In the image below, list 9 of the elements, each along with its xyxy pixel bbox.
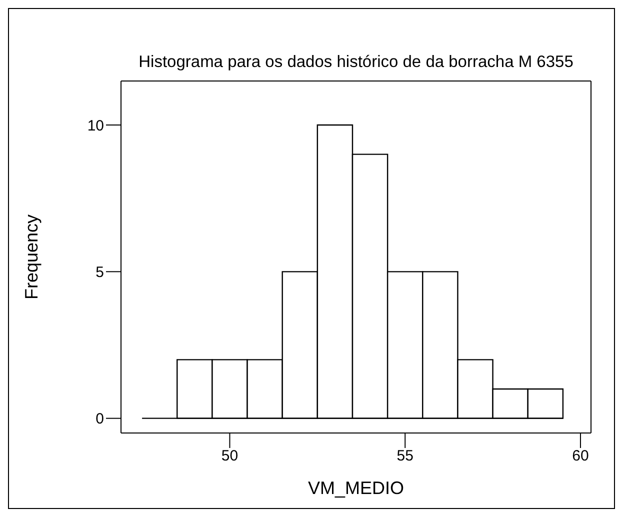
x-tick-label: 60 [572,448,589,465]
x-axis-title: VM_MEDIO [308,478,404,498]
x-tick-label: 50 [221,448,238,465]
chart-title: Histograma para os dados histórico de da borracha M 6355 [138,53,574,72]
x-tick-label: 55 [396,448,414,465]
y-tick-label: 5 [96,264,104,281]
y-tick-label: 0 [96,410,104,428]
y-tick-label: 10 [87,117,104,134]
y-axis-title: Frequency [21,214,42,300]
